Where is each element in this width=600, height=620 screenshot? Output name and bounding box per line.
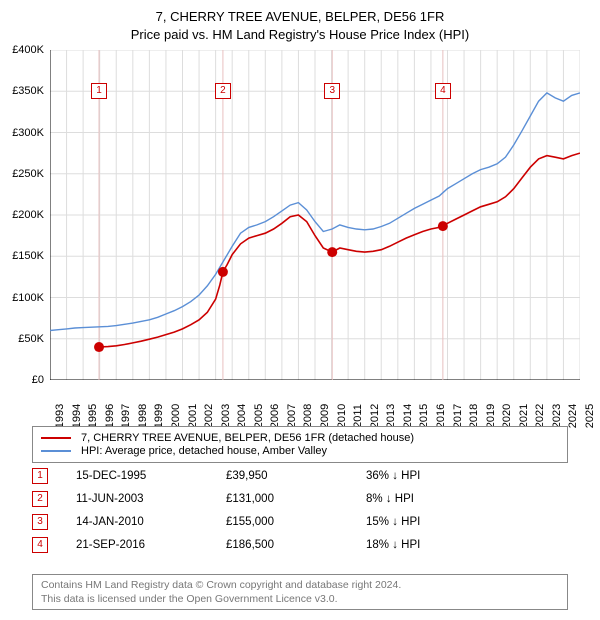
y-tick-label: £50K [18, 333, 44, 345]
y-tick-label: £100K [12, 292, 44, 304]
title-area: 7, CHERRY TREE AVENUE, BELPER, DE56 1FR … [0, 0, 600, 44]
x-tick-label: 1998 [137, 404, 149, 428]
x-axis: 1993199419951996199719981999200020012002… [50, 382, 580, 422]
x-tick-label: 2016 [435, 404, 447, 428]
chart-svg [50, 50, 580, 380]
y-tick-label: £150K [12, 250, 44, 262]
legend: 7, CHERRY TREE AVENUE, BELPER, DE56 1FR … [32, 426, 568, 463]
legend-item-hpi: HPI: Average price, detached house, Ambe… [41, 445, 559, 457]
sale-vs-hpi: 8% ↓ HPI [366, 493, 568, 505]
sale-price: £131,000 [226, 493, 366, 505]
x-tick-label: 2020 [501, 404, 513, 428]
y-tick-label: £250K [12, 168, 44, 180]
x-tick-label: 2011 [352, 404, 364, 428]
x-tick-label: 2010 [336, 404, 348, 428]
legend-label: HPI: Average price, detached house, Ambe… [81, 445, 327, 457]
x-tick-label: 2007 [286, 404, 298, 428]
sale-price: £39,950 [226, 470, 366, 482]
x-tick-label: 2012 [369, 404, 381, 428]
x-tick-label: 2009 [319, 404, 331, 428]
x-tick-label: 2023 [551, 404, 563, 428]
x-tick-label: 1999 [153, 404, 165, 428]
title-subtitle: Price paid vs. HM Land Registry's House … [0, 26, 600, 44]
x-tick-label: 2008 [302, 404, 314, 428]
x-tick-label: 2022 [534, 404, 546, 428]
footer-line: Contains HM Land Registry data © Crown c… [41, 578, 559, 592]
sales-table: 1 15-DEC-1995£39,95036% ↓ HPI 2 11-JUN-2003… [32, 468, 568, 560]
x-tick-label: 2015 [418, 404, 430, 428]
x-tick-label: 1997 [120, 404, 132, 428]
legend-swatch [41, 450, 71, 452]
y-tick-label: £400K [12, 44, 44, 56]
legend-label: 7, CHERRY TREE AVENUE, BELPER, DE56 1FR … [81, 432, 414, 444]
x-tick-label: 2024 [567, 404, 579, 428]
sale-marker-box: 1 [32, 468, 48, 484]
chart-plot-area: 1 2 3 4 [50, 50, 580, 380]
x-tick-label: 2021 [518, 404, 530, 428]
sale-price: £186,500 [226, 539, 366, 551]
x-tick-label: 2006 [269, 404, 281, 428]
legend-swatch [41, 437, 71, 439]
footer-line: This data is licensed under the Open Gov… [41, 592, 559, 606]
y-tick-label: £200K [12, 209, 44, 221]
x-tick-label: 2003 [220, 404, 232, 428]
y-axis: £0£50K£100K£150K£200K£250K£300K£350K£400… [0, 50, 48, 380]
x-tick-label: 1996 [104, 404, 116, 428]
y-tick-label: £0 [32, 374, 44, 386]
x-tick-label: 1994 [71, 404, 83, 428]
x-tick-label: 2013 [385, 404, 397, 428]
sale-marker-box: 2 [32, 491, 48, 507]
title-address: 7, CHERRY TREE AVENUE, BELPER, DE56 1FR [0, 8, 600, 26]
x-tick-label: 2019 [485, 404, 497, 428]
sale-marker-box: 3 [324, 83, 340, 99]
legend-item-property: 7, CHERRY TREE AVENUE, BELPER, DE56 1FR … [41, 432, 559, 444]
x-tick-label: 1995 [87, 404, 99, 428]
sale-vs-hpi: 18% ↓ HPI [366, 539, 568, 551]
sale-marker-box: 4 [435, 83, 451, 99]
sales-row: 3 14-JAN-2010£155,00015% ↓ HPI [32, 514, 568, 530]
x-tick-label: 2014 [402, 404, 414, 428]
sales-row: 2 11-JUN-2003£131,0008% ↓ HPI [32, 491, 568, 507]
sales-row: 1 15-DEC-1995£39,95036% ↓ HPI [32, 468, 568, 484]
sale-date: 14-JAN-2010 [76, 516, 226, 528]
sale-marker-box: 2 [215, 83, 231, 99]
x-tick-label: 2018 [468, 404, 480, 428]
footer-attribution: Contains HM Land Registry data © Crown c… [32, 574, 568, 610]
x-tick-label: 2025 [584, 404, 596, 428]
sale-date: 11-JUN-2003 [76, 493, 226, 505]
x-tick-label: 2017 [452, 404, 464, 428]
y-tick-label: £350K [12, 85, 44, 97]
x-tick-label: 2000 [170, 404, 182, 428]
sale-vs-hpi: 36% ↓ HPI [366, 470, 568, 482]
x-tick-label: 2001 [187, 404, 199, 428]
sales-row: 4 21-SEP-2016£186,50018% ↓ HPI [32, 537, 568, 553]
sale-marker-box: 1 [91, 83, 107, 99]
chart-container: 7, CHERRY TREE AVENUE, BELPER, DE56 1FR … [0, 0, 600, 620]
y-tick-label: £300K [12, 127, 44, 139]
sale-marker-box: 3 [32, 514, 48, 530]
x-tick-label: 2005 [253, 404, 265, 428]
sale-price: £155,000 [226, 516, 366, 528]
sale-marker-box: 4 [32, 537, 48, 553]
x-tick-label: 1993 [54, 404, 66, 428]
x-tick-label: 2002 [203, 404, 215, 428]
sale-vs-hpi: 15% ↓ HPI [366, 516, 568, 528]
x-tick-label: 2004 [236, 404, 248, 428]
sale-date: 15-DEC-1995 [76, 470, 226, 482]
sale-date: 21-SEP-2016 [76, 539, 226, 551]
